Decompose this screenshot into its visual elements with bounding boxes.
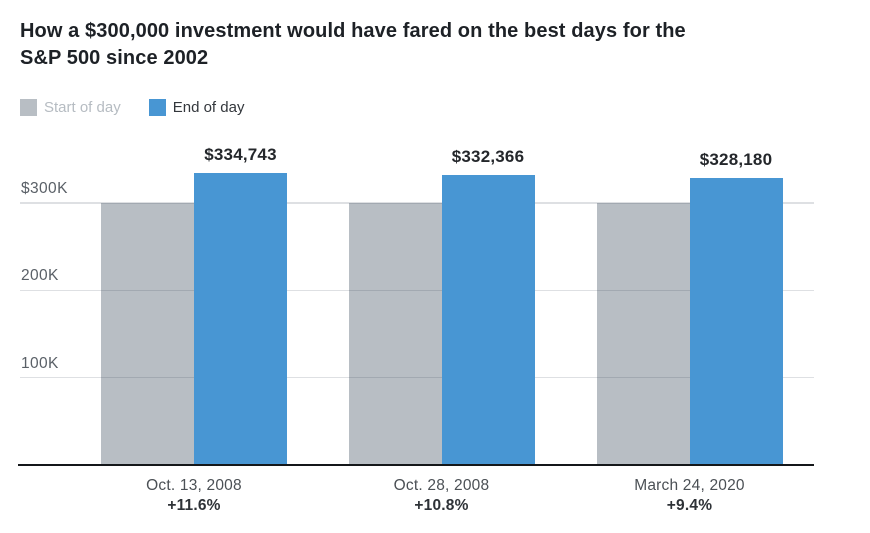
end-of-day-bar [194,172,287,465]
legend-label-end-of-day: End of day [172,99,245,116]
end-of-day-bar [689,178,783,465]
category-percent-label: +9.4% [666,497,713,514]
end-of-day-color-swatch [148,99,166,116]
legend-item-start-of-day: Start of day [20,99,121,116]
chart-title-line2: S&P 500 since 2002 [20,46,209,69]
legend-item-end-of-day: End of day [148,99,245,116]
chart-title: How a $300,000 investment would have far… [20,18,686,71]
category-percent-label: +10.8% [414,497,469,514]
x-axis-line [18,464,814,466]
start-of-day-bar [348,203,442,465]
y-axis-tick-label: 200K [21,267,59,285]
end-of-day-bar [441,174,535,465]
category-date-label: Oct. 28, 2008 [393,477,490,494]
gridline-100K [20,376,814,379]
category-percent-label: +11.6% [167,497,221,514]
end-of-day-value-label: $334,743 [204,144,277,164]
chart-title-line1: How a $300,000 investment would have far… [20,20,686,42]
y-axis-tick-label: $300K [21,180,68,197]
start-of-day-color-swatch [20,99,37,116]
y-axis-tick-label: 100K [21,354,59,372]
gridline-200K [20,289,814,292]
category-date-label: Oct. 13, 2008 [146,477,242,494]
start-of-day-bar [596,203,690,465]
end-of-day-value-label: $332,366 [451,146,525,166]
gridline-300K [20,202,814,204]
legend-label-start-of-day: Start of day [44,99,121,116]
end-of-day-value-label: $328,180 [699,150,773,170]
chart-legend: Start of day End of day [20,99,244,116]
category-date-label: March 24, 2020 [634,477,745,494]
start-of-day-bar [101,203,194,465]
